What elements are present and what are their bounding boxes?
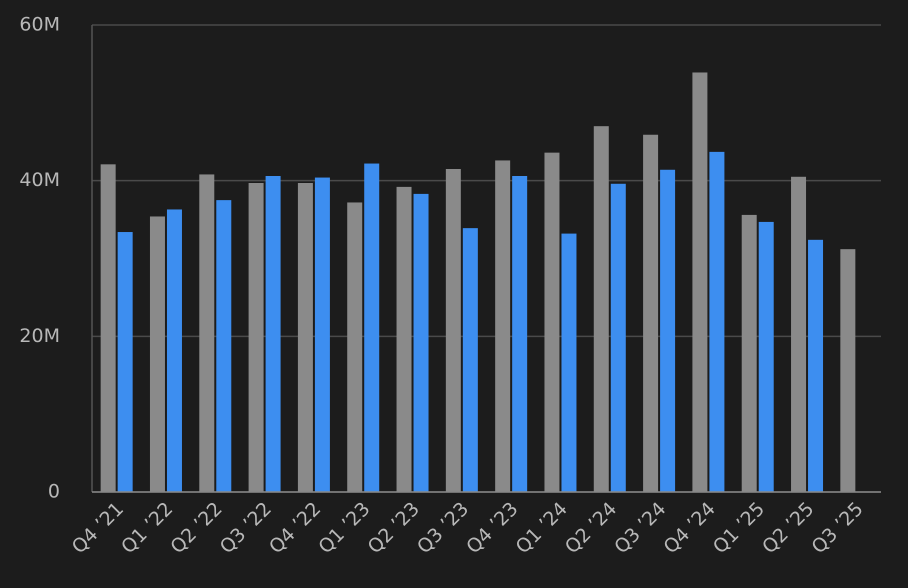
- x-tick-label: Q2 ’23: [364, 498, 424, 558]
- x-tick-label: Q3 ’25: [807, 498, 867, 558]
- bar: [396, 186, 412, 493]
- bar: [347, 202, 363, 492]
- y-tick-label: 40M: [19, 169, 60, 191]
- x-tick-label: Q2 ’22: [166, 498, 226, 558]
- bar: [166, 209, 182, 492]
- x-tick-label: Q3 ’24: [610, 498, 670, 558]
- bar: [314, 177, 330, 492]
- bar: [544, 152, 560, 492]
- bar: [660, 169, 676, 492]
- bar: [445, 168, 461, 492]
- x-tick-label: Q4 ’23: [462, 498, 522, 558]
- y-tick-label: 0: [48, 481, 60, 503]
- bar: [462, 228, 478, 492]
- bar: [199, 174, 215, 492]
- x-tick-label: Q3 ’23: [413, 498, 473, 558]
- bar: [297, 183, 313, 493]
- y-tick-label: 60M: [19, 14, 60, 36]
- bar: [117, 232, 133, 492]
- x-tick-label: Q1 ’22: [117, 498, 177, 558]
- x-tick-label: Q2 ’25: [758, 498, 818, 558]
- bar: [149, 216, 165, 492]
- y-tick-label: 20M: [19, 325, 60, 347]
- bar: [791, 176, 807, 492]
- x-tick-label: Q4 ’21: [68, 498, 128, 558]
- x-tick-label: Q1 ’24: [512, 498, 572, 558]
- bar: [808, 239, 824, 492]
- x-tick-label: Q1 ’25: [709, 498, 769, 558]
- bar: [364, 163, 380, 492]
- bar: [643, 134, 659, 492]
- bar: [593, 126, 609, 492]
- x-tick-label: Q4 ’22: [265, 498, 325, 558]
- x-tick-label: Q4 ’24: [660, 498, 720, 558]
- bar: [413, 193, 429, 493]
- bar: [512, 175, 528, 492]
- bar: [840, 249, 856, 492]
- x-tick-label: Q1 ’23: [314, 498, 374, 558]
- bar: [265, 175, 281, 492]
- x-tick-label: Q3 ’22: [216, 498, 276, 558]
- x-tick-label: Q2 ’24: [561, 498, 621, 558]
- bar: [692, 72, 708, 492]
- bar: [100, 164, 116, 493]
- bar: [610, 183, 626, 492]
- bar: [495, 160, 511, 492]
- bar: [758, 221, 774, 492]
- bar: [741, 214, 757, 492]
- bar: [709, 151, 725, 492]
- bar: [248, 183, 264, 493]
- bar: [216, 200, 232, 492]
- bar: [561, 233, 577, 493]
